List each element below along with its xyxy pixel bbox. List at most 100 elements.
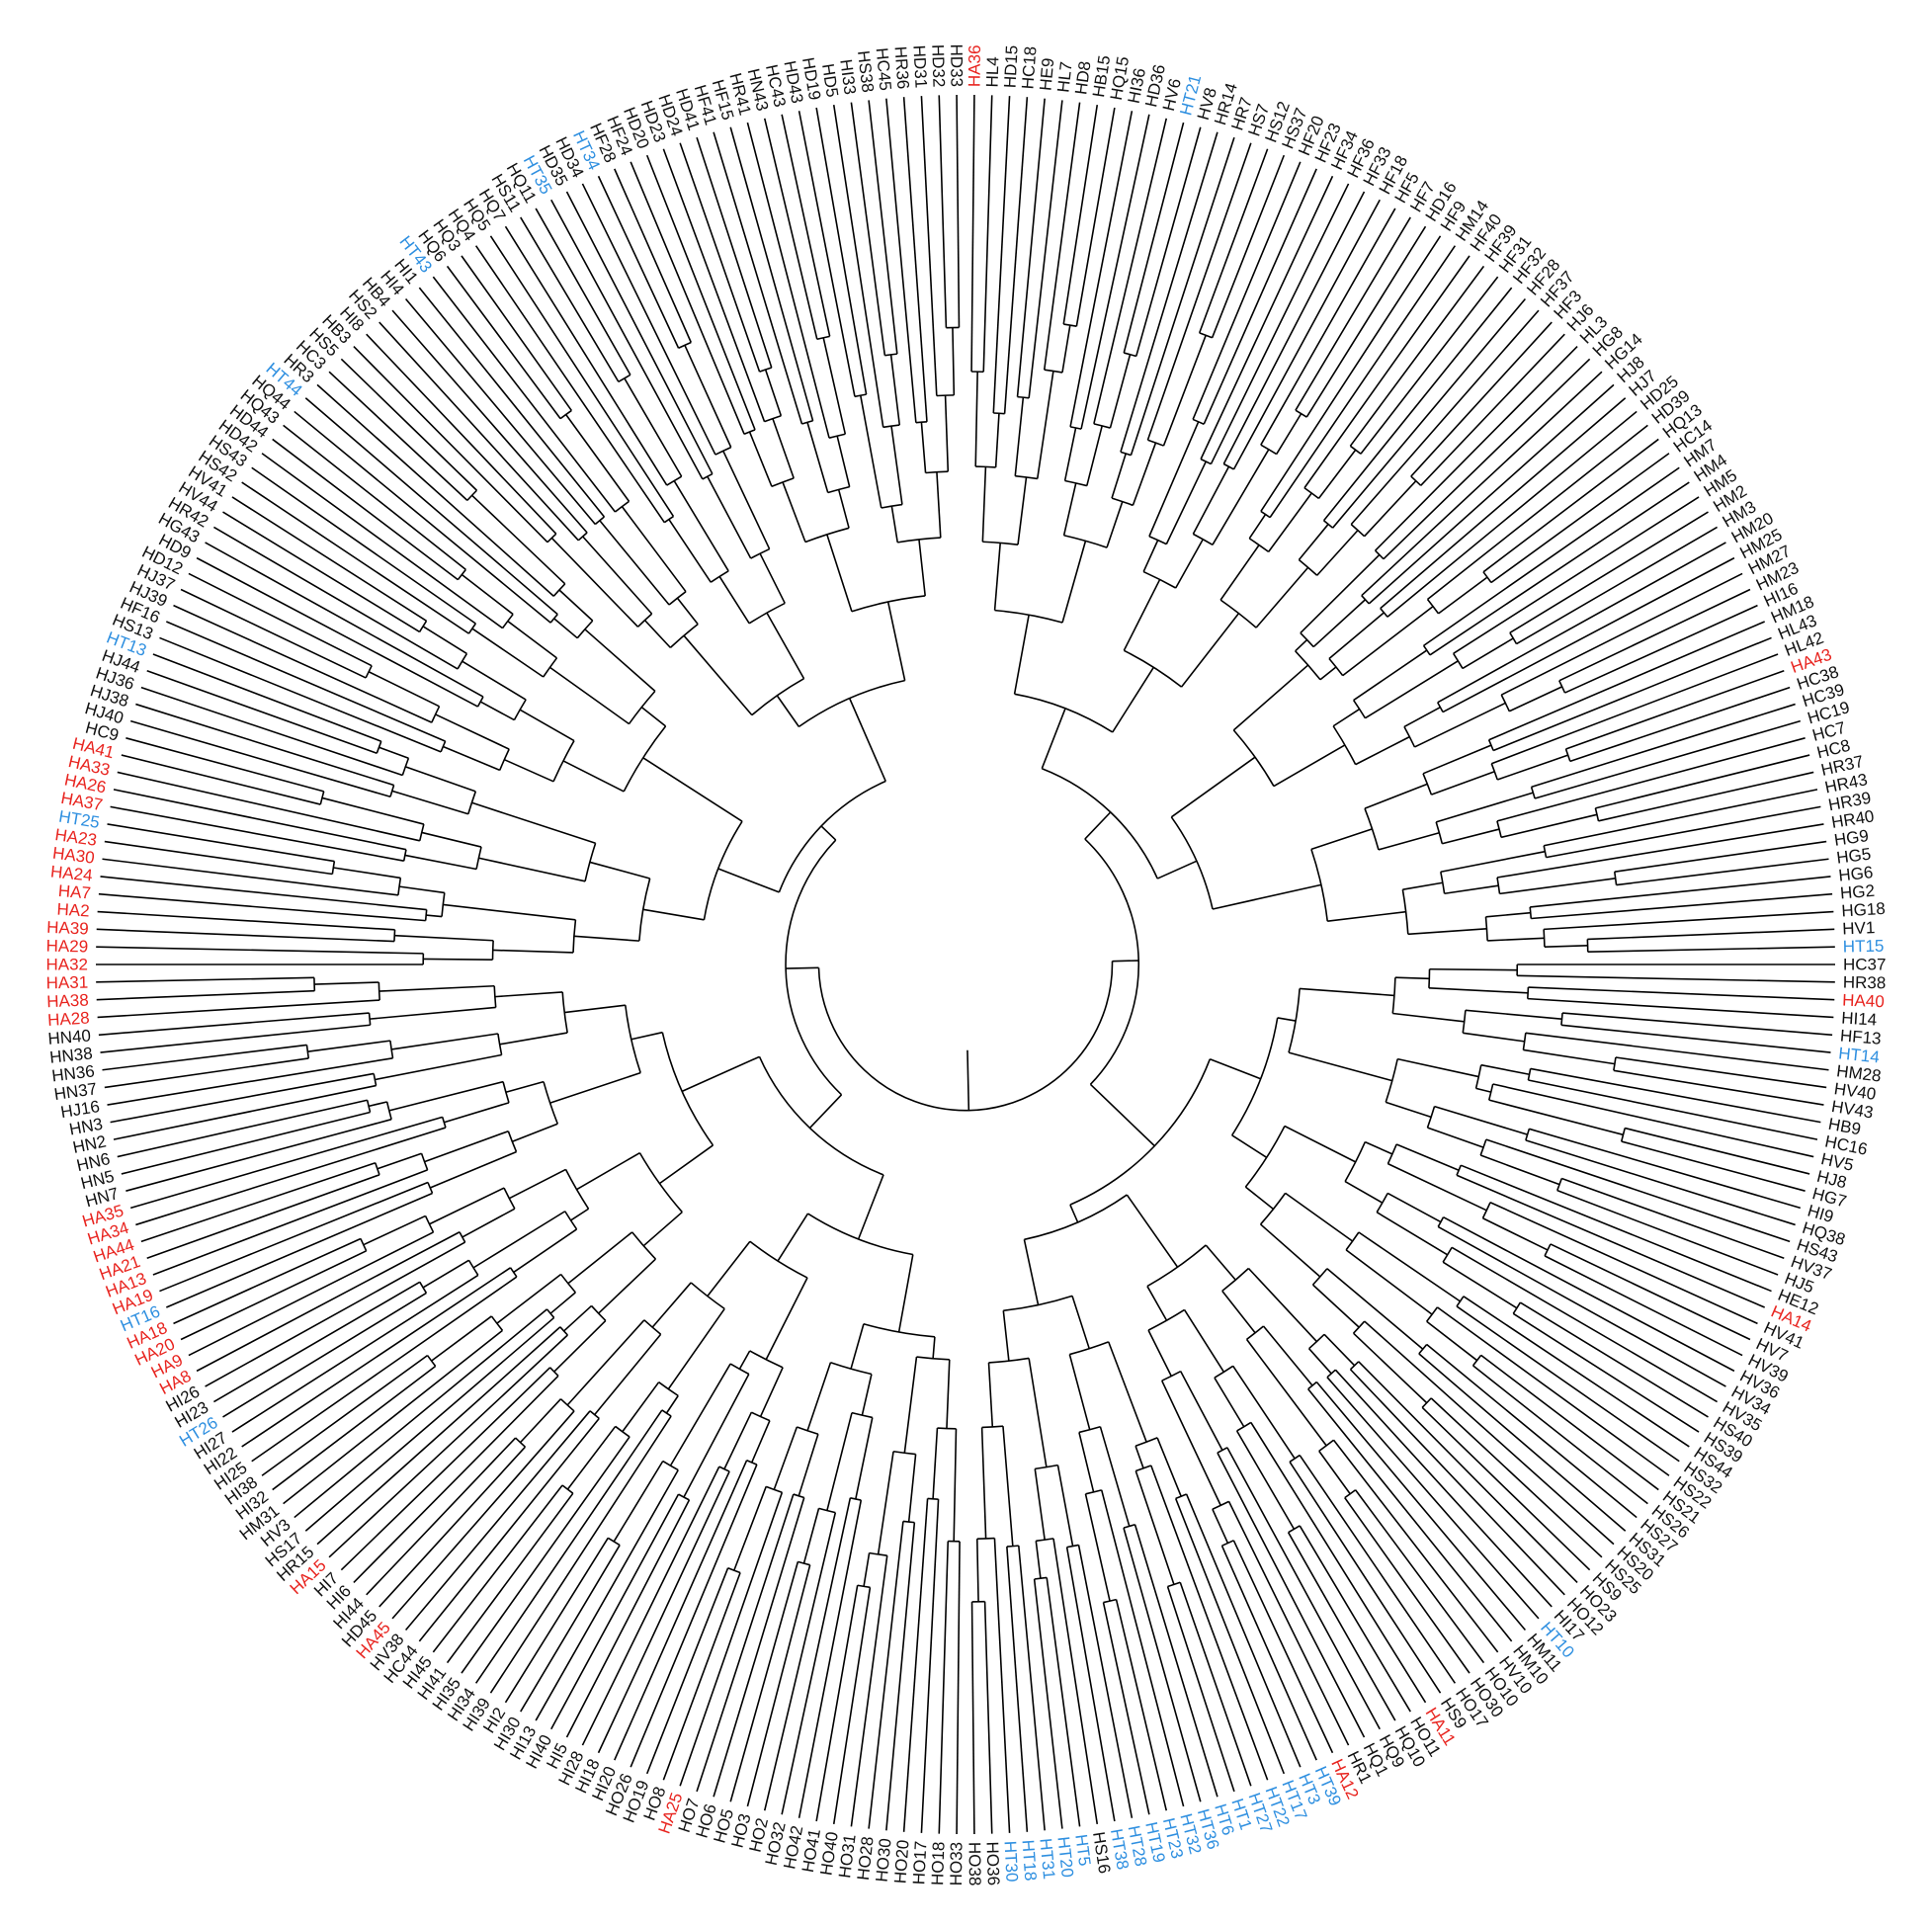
leaf-branch [1017,1546,1046,1831]
leaf-branch [107,823,335,863]
leaf-branch [96,976,314,983]
internal-branch [1318,1450,1351,1495]
leaf-label: HN38 [48,1044,93,1066]
leaf-branch [1613,1069,1824,1106]
internal-branch [1212,449,1270,545]
internal-branch [932,1428,939,1499]
internal-branch [369,1006,496,1020]
leaf-branch [696,1493,795,1793]
branch-arc [491,940,494,961]
internal-branch [558,589,594,622]
leaf-branch [96,928,395,943]
internal-branch [987,1362,994,1428]
leaf-branch [1303,255,1470,489]
leaf-branch [180,1250,368,1341]
leaf-branch [1451,1246,1719,1403]
leaf-branch [1531,703,1796,789]
leaf-label: HO38 [966,1842,984,1886]
internal-branch [499,1032,568,1046]
internal-branch [570,1208,589,1221]
internal-branch [549,1071,641,1104]
internal-branch [1487,937,1545,942]
leaf-branch [956,95,961,328]
internal-branch [643,620,671,648]
leaf-branch [1517,974,1835,983]
leaf-branch [1516,526,1719,645]
leaf-branch [353,346,548,544]
leaf-label: HA39 [46,918,89,939]
leaf-label: HA38 [46,990,89,1011]
internal-branch [1068,1354,1091,1430]
leaf-branch [614,1460,748,1761]
leaf-branch [366,1437,517,1596]
leaf-branch [152,1169,428,1276]
internal-branch [642,1211,683,1247]
internal-branch [630,1031,663,1041]
internal-branch [1431,771,1495,796]
leaf-label: HO17 [909,1840,930,1884]
leaf-branch [645,1567,729,1775]
internal-branch [368,1101,387,1108]
leaf-branch [1544,1255,1743,1357]
leaf-branch [1102,1602,1150,1815]
leaf-label: HA24 [49,862,93,884]
leaf-branch [1427,424,1648,601]
leaf-branch [1299,1525,1411,1713]
internal-branch [903,1357,918,1454]
leaf-label: HE9 [1036,57,1057,92]
internal-branch [1365,660,1459,719]
internal-branch [429,1187,505,1225]
leaf-branch [1480,1354,1659,1491]
internal-branch [1062,482,1077,536]
internal-branch [707,475,752,559]
internal-branch [1028,1358,1048,1467]
internal-branch [857,1174,884,1240]
leaf-branch [1492,1083,1814,1158]
internal-branch [1428,986,1529,994]
leaf-branch [1287,1532,1396,1721]
leaf-branch [316,383,554,597]
internal-branch [429,1150,517,1189]
leaf-branch [713,131,803,425]
leaf-branch [850,1555,888,1827]
internal-branch [549,1292,576,1314]
internal-branch [1212,883,1322,910]
internal-branch [1442,828,1500,845]
leaf-branch [1192,161,1302,420]
leaf-branch [662,1572,741,1781]
internal-branch [1013,615,1030,695]
leaf-label: HR36 [891,45,913,90]
internal-branch [1376,1212,1449,1256]
internal-branch [1160,1380,1221,1506]
leaf-branch [1200,175,1334,460]
internal-branch [471,628,545,678]
internal-branch [722,450,771,549]
leaf-branch [1227,1501,1350,1746]
leaf-branch [1544,910,1834,931]
internal-branch [1247,1267,1317,1343]
leaf-branch [1100,1489,1185,1807]
internal-branch [1245,1338,1327,1447]
branch-arc [1556,1178,1563,1191]
leaf-branch [520,1545,621,1713]
leaf-branch [294,410,551,624]
leaf-branch [104,840,333,876]
leaf-branch [152,653,382,742]
internal-branch [1310,828,1373,851]
internal-branch [1438,576,1488,615]
branch-arc [778,780,886,893]
internal-branch [550,537,639,628]
leaf-branch [241,1267,512,1448]
internal-branch [1386,1101,1432,1119]
leaf-branch [1210,183,1350,464]
branch-arc [1295,409,1307,418]
internal-branch [890,426,903,505]
internal-branch [584,628,656,692]
leaf-branch [129,719,391,798]
leaf-branch [832,1587,872,1824]
leaf-label: HG18 [1841,899,1886,921]
internal-branch [594,1333,662,1416]
branch-arc [457,568,466,581]
